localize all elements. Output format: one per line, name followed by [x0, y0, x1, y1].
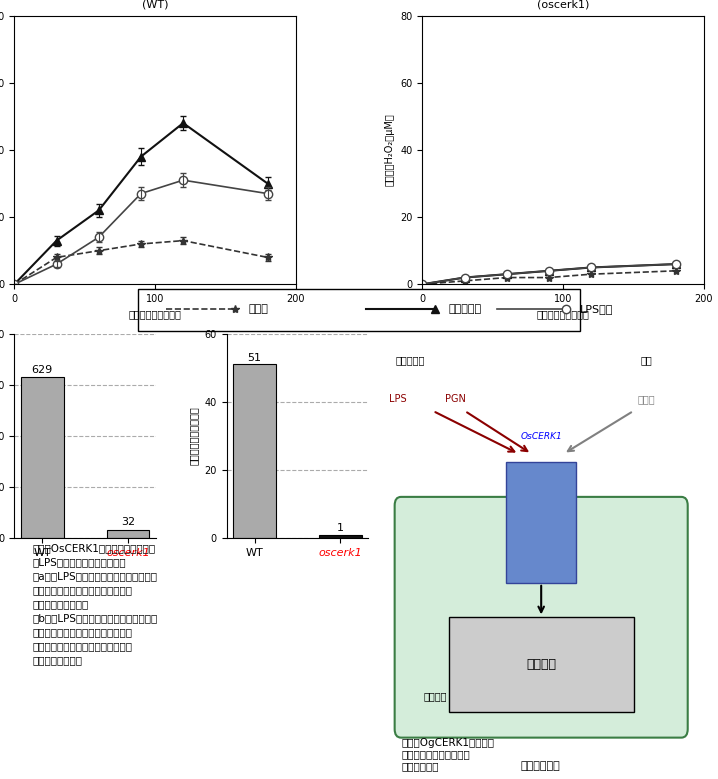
Y-axis label: 不活性化する遺伝子数: 不活性化する遺伝子数	[189, 407, 199, 465]
Text: 免疫反応: 免疫反応	[526, 658, 556, 671]
Text: 32: 32	[121, 517, 135, 527]
Bar	[233, 365, 276, 538]
Bar	[319, 535, 362, 538]
Text: キチン処理: キチン処理	[449, 304, 482, 314]
Text: 水処理: 水処理	[248, 304, 269, 314]
FancyBboxPatch shape	[506, 463, 577, 583]
Text: LPS: LPS	[389, 394, 406, 404]
Text: 629: 629	[32, 365, 53, 375]
Text: キチン: キチン	[638, 394, 655, 404]
Title: OsCERK1欠損イネ培養細胞
(oscerk1): OsCERK1欠損イネ培養細胞 (oscerk1)	[510, 0, 615, 9]
Text: 図２　OgCERK1はイネの
微生物認識において中心
的役割を担う: 図２ OgCERK1はイネの 微生物認識において中心 的役割を担う	[401, 738, 494, 771]
Text: （西澤洋子）: （西澤洋子）	[521, 761, 560, 771]
Text: PGN: PGN	[444, 394, 465, 404]
X-axis label: 添加後の時間（分）: 添加後の時間（分）	[129, 309, 182, 319]
Text: イネ細胞: イネ細胞	[424, 691, 447, 701]
Text: 51: 51	[248, 353, 261, 362]
FancyBboxPatch shape	[449, 617, 633, 712]
Bar	[21, 377, 64, 538]
Text: 図１　OsCERK1欠損によるリポ多糖
（LPS）誘導性免疫応答の低下
（a）　LPS処理後の活性酸素生成量の変
　化。対象区として水処理、キチン
　処理もして: 図１ OsCERK1欠損によるリポ多糖 （LPS）誘導性免疫応答の低下 （a） …	[32, 543, 157, 664]
Text: バクテリア: バクテリア	[396, 356, 425, 365]
Text: LPS処理: LPS処理	[579, 304, 613, 314]
Text: カビ: カビ	[640, 356, 652, 365]
Title: 野生型イネ培養細胞
(WT): 野生型イネ培養細胞 (WT)	[125, 0, 185, 9]
X-axis label: 添加後の時間（分）: 添加後の時間（分）	[536, 309, 589, 319]
Y-axis label: 培地中のH₂O₂（μM）: 培地中のH₂O₂（μM）	[385, 114, 395, 186]
FancyBboxPatch shape	[395, 497, 688, 738]
Text: 1: 1	[337, 523, 344, 533]
Bar	[139, 289, 579, 331]
Text: OsCERK1: OsCERK1	[521, 432, 562, 441]
Bar	[106, 530, 149, 538]
